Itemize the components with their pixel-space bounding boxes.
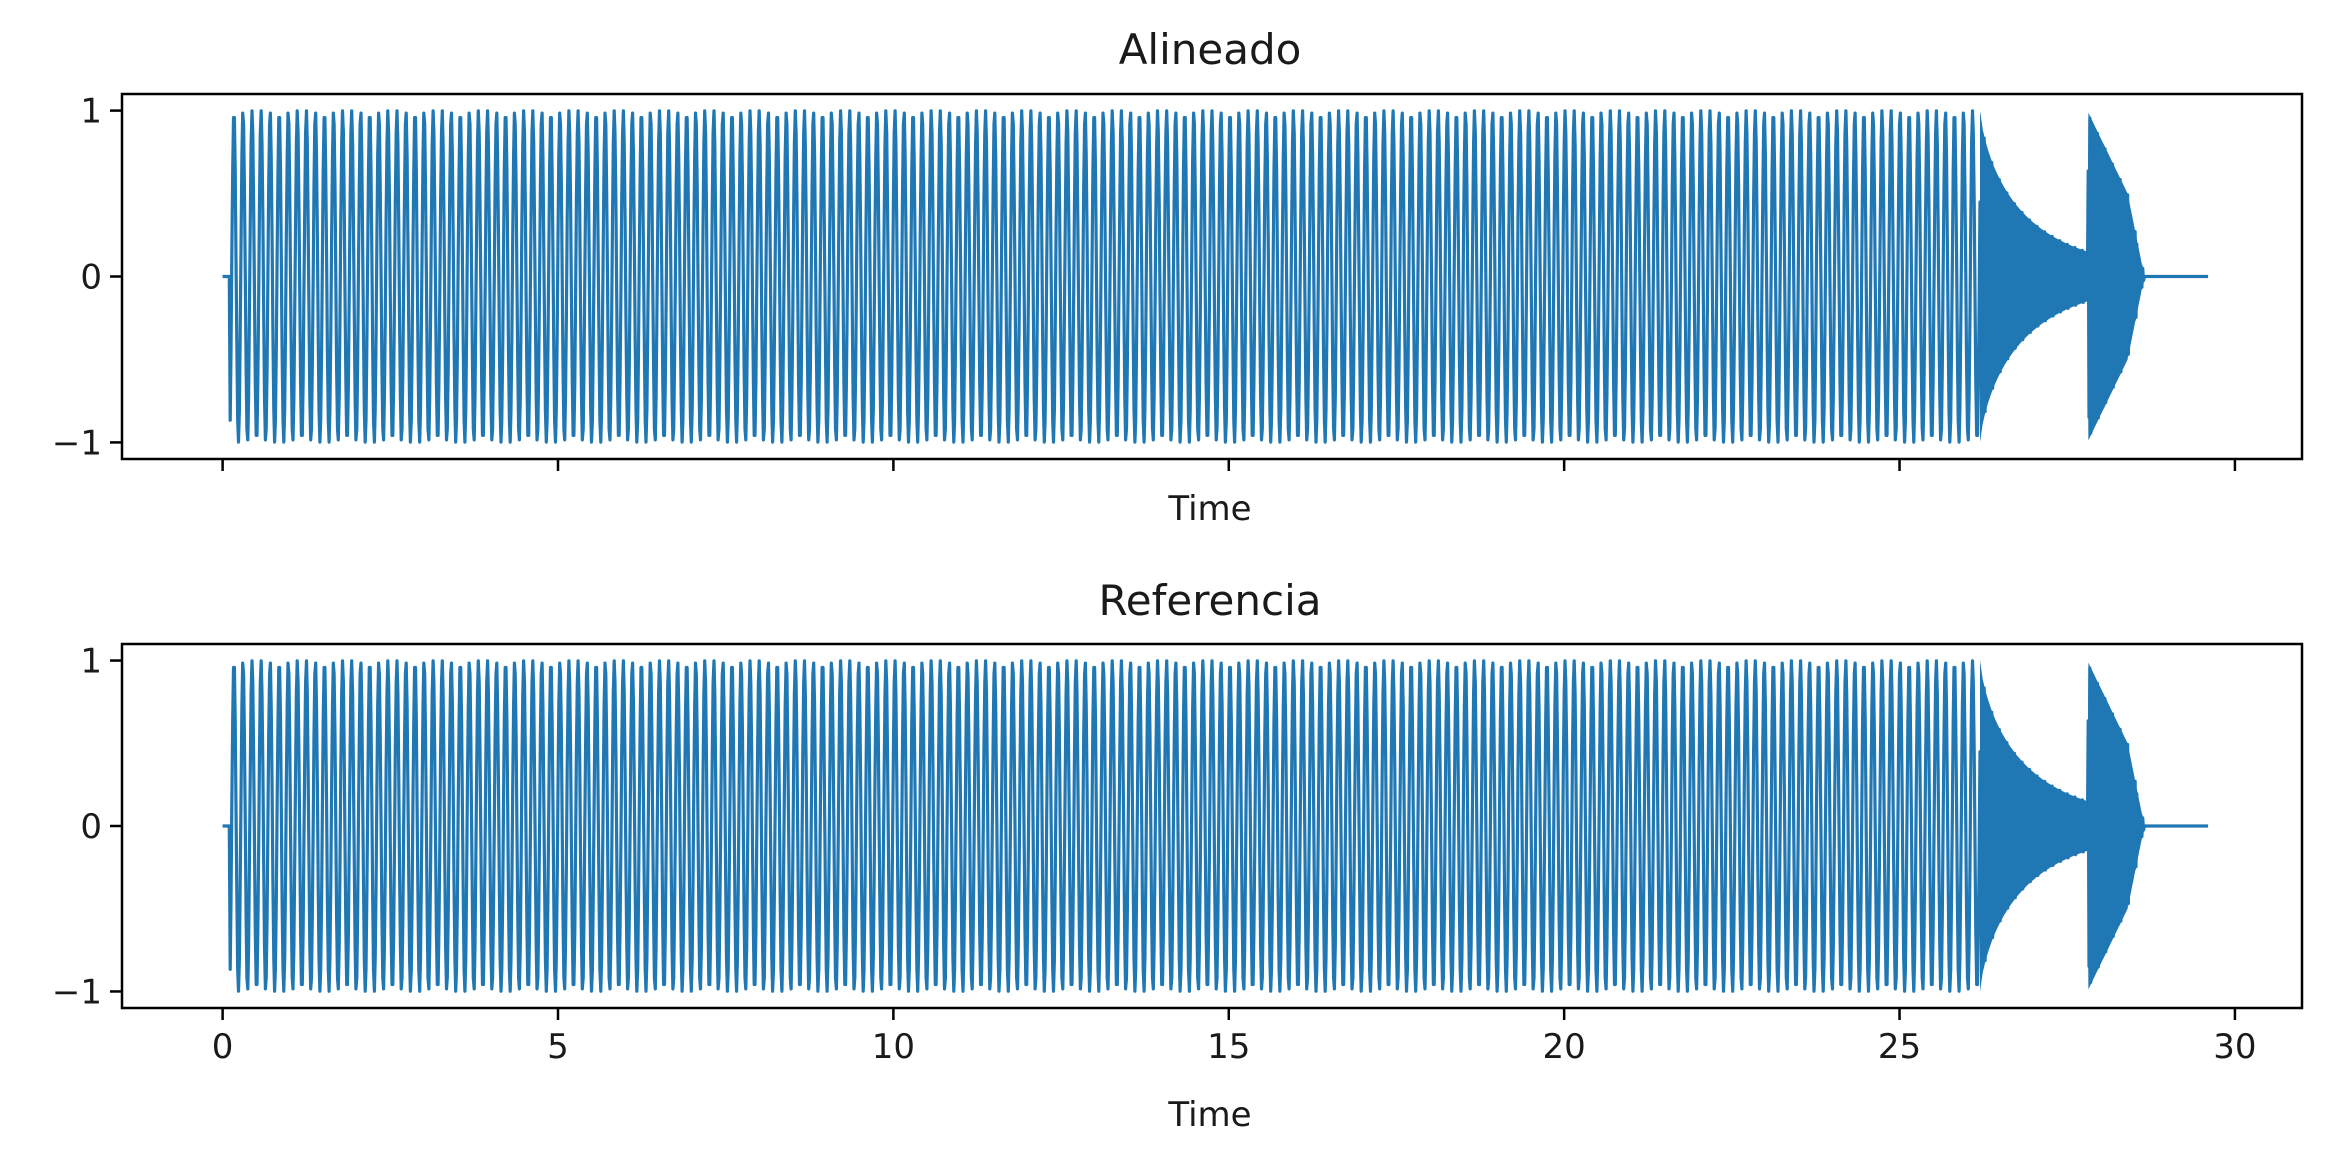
series-envelope <box>2127 193 2145 360</box>
x-tick-label: 25 <box>1878 1027 1921 1067</box>
series-line <box>221 109 2209 444</box>
panel-referencia: Referencia 0 5 10 15 20 25 30 −1 0 1 Time <box>52 576 2304 1135</box>
series-envelope <box>1980 660 2088 992</box>
series-envelope <box>2127 743 2145 909</box>
series-envelope <box>2087 662 2128 990</box>
y-tick-label: 1 <box>80 92 102 132</box>
x-axis-label: Time <box>1167 489 1251 529</box>
y-tick-label: 0 <box>80 258 102 298</box>
x-tick-label: 30 <box>2213 1027 2256 1067</box>
chart-title: Alineado <box>1119 25 1302 74</box>
x-tick-label: 20 <box>1543 1027 1586 1067</box>
panel-alineado: Alineado −1 0 1 Time <box>52 25 2304 529</box>
plot-area: 0 5 10 15 20 25 30 −1 0 1 <box>52 642 2304 1067</box>
plot-area: −1 0 1 <box>52 92 2304 471</box>
y-tick-label: −1 <box>52 423 102 463</box>
x-axis-label: Time <box>1167 1095 1251 1135</box>
y-tick-label: −1 <box>52 972 102 1012</box>
chart-title: Referencia <box>1098 576 1321 625</box>
series-line <box>221 659 2209 993</box>
y-tick-label: 1 <box>80 642 102 682</box>
x-tick-label: 5 <box>547 1027 569 1067</box>
x-tick-label: 0 <box>212 1027 234 1067</box>
x-tick-label: 10 <box>872 1027 915 1067</box>
y-tick-label: 0 <box>80 807 102 847</box>
series-envelope <box>1980 110 2088 443</box>
series-envelope <box>2087 112 2128 441</box>
x-tick-label: 15 <box>1207 1027 1250 1067</box>
